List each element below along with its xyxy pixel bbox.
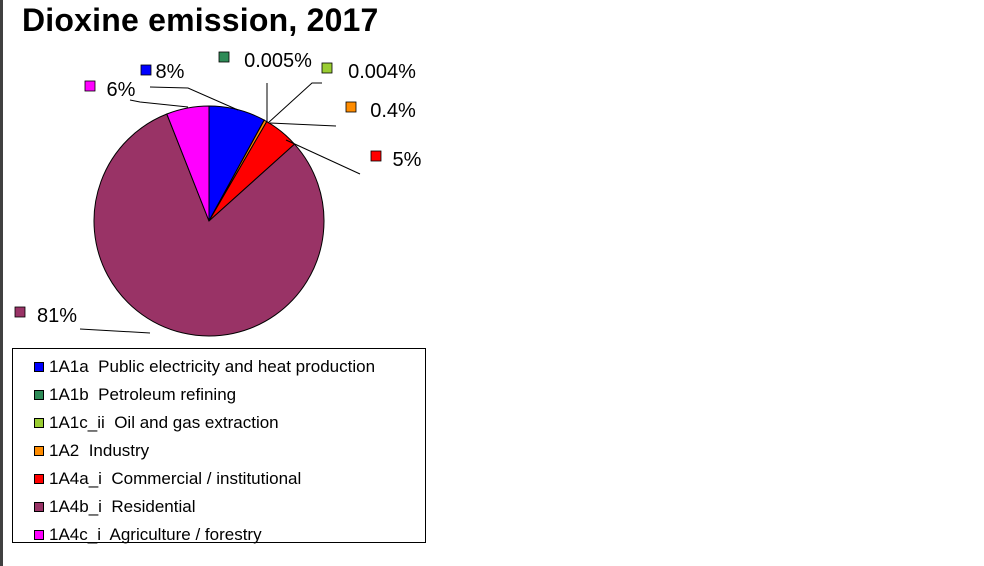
leader-line [285,139,361,175]
leader-line [79,328,151,334]
legend-item: 1A2 Industry [13,437,425,465]
legend-label: 1A4a_i Commercial / institutional [49,469,302,488]
legend-swatch [34,362,44,372]
legend-item: 1A4c_i Agriculture / forestry [13,521,425,549]
data-label: 6% [107,79,136,101]
legend-swatch [34,418,44,428]
chart-title: Dioxine emission, 2017 [22,2,379,38]
legend-swatch [34,502,44,512]
legend-label: 1A4c_i Agriculture / forestry [49,525,262,544]
legend-item: 1A4a_i Commercial / institutional [13,465,425,493]
legend-item: 1A1a Public electricity and heat product… [13,353,425,381]
legend: 1A1a Public electricity and heat product… [12,348,426,544]
data-label-swatch [140,64,152,76]
legend-item: 1A1c_ii Oil and gas extraction [13,409,425,437]
data-label: 81% [37,305,77,327]
pie-slice [166,105,210,222]
data-label-swatch [370,150,382,162]
leader-line [267,82,322,124]
legend-swatch [34,390,44,400]
legend-label: 1A4b_i Residential [49,497,196,516]
legend-label: 1A2 Industry [49,441,150,460]
data-label: 0.4% [370,100,416,122]
data-label-swatch [84,80,96,92]
leader-line [129,99,189,108]
legend-label: 1A1c_ii Oil and gas extraction [49,413,279,432]
legend-swatch [34,474,44,484]
legend-item: 1A4b_i Residential [13,493,425,521]
leader-line [149,86,239,111]
data-label: 0.004% [348,61,416,83]
legend-swatch [34,530,44,540]
legend-item: 1A1b Petroleum refining [13,381,425,409]
legend-label: 1A1a Public electricity and heat product… [49,357,376,376]
data-label-swatch [321,62,333,74]
data-label: 8% [156,61,185,83]
data-label-swatch [345,101,357,113]
pie-slice [93,113,325,337]
data-label: 5% [393,149,422,171]
legend-label: 1A1b Petroleum refining [49,385,237,404]
leader-line [269,122,337,127]
data-label: 0.005% [244,50,312,72]
left-border [0,0,3,566]
data-label-swatch [14,306,26,318]
data-label-swatch [218,51,230,63]
legend-swatch [34,446,44,456]
